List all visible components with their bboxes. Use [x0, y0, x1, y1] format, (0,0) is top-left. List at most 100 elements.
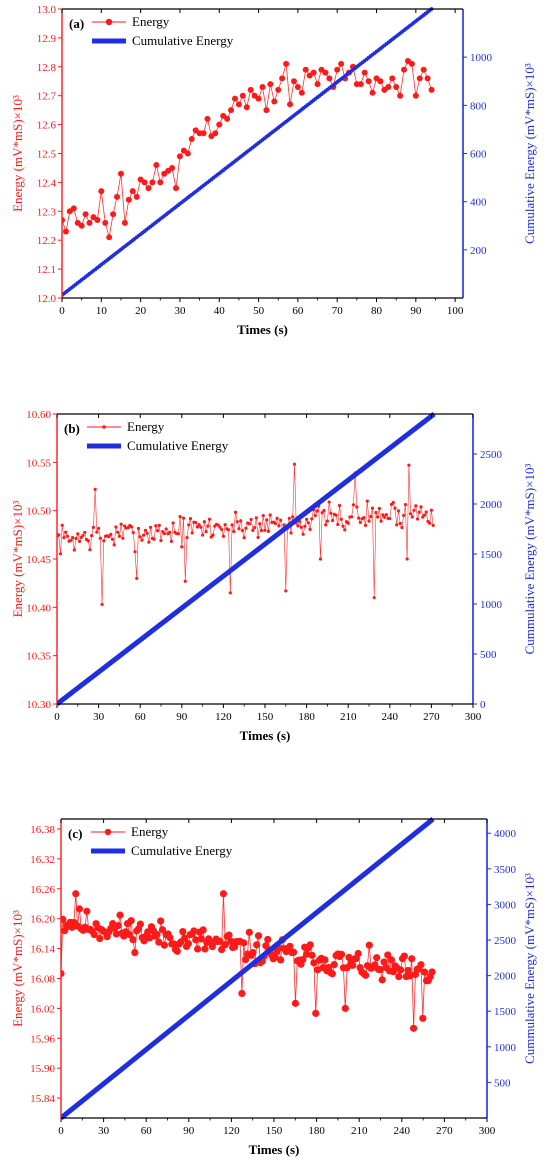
energy-point — [77, 539, 82, 543]
energy-point — [75, 905, 84, 913]
energy-point — [296, 524, 300, 528]
energy-point — [331, 518, 335, 523]
energy-point — [155, 938, 163, 946]
legend: Energy Cumulative Energy — [92, 14, 234, 48]
x-tick-label: 210 — [351, 1125, 368, 1137]
energy-point — [184, 939, 192, 948]
energy-point — [194, 520, 198, 525]
y2-tick-label: 600 — [470, 149, 487, 161]
cumulative-energy-line — [61, 817, 435, 1120]
energy-point — [336, 522, 340, 527]
energy-point — [114, 921, 122, 930]
energy-point — [259, 84, 266, 91]
energy-point — [61, 915, 67, 923]
energy-point — [275, 516, 279, 520]
energy-point — [341, 524, 345, 528]
energy-point — [201, 945, 209, 953]
energy-point — [185, 536, 189, 540]
x-tick-label: 80 — [371, 305, 383, 317]
energy-point — [393, 84, 400, 91]
energy-point — [277, 524, 281, 528]
energy-point — [112, 543, 116, 547]
energy-point — [350, 515, 354, 519]
energy-point — [239, 92, 246, 99]
energy-point — [361, 971, 370, 979]
energy-point — [129, 188, 136, 195]
energy-point — [192, 936, 200, 944]
energy-point — [83, 907, 91, 915]
energy-point — [279, 75, 286, 82]
energy-point — [142, 533, 146, 537]
energy-point — [343, 528, 347, 532]
energy-line — [57, 464, 434, 605]
energy-point — [255, 95, 262, 102]
x-tick-label: 30 — [174, 305, 186, 317]
energy-point — [254, 516, 258, 520]
energy-point — [204, 115, 211, 122]
chart-panel-2: 0 30 60 90 120 150 180 210 240 270 300 10.30 10.35 10… — [10, 409, 537, 743]
energy-point — [320, 511, 324, 515]
energy-point — [428, 968, 436, 976]
energy-point — [233, 510, 238, 514]
energy-point — [398, 521, 402, 526]
energy-point — [400, 525, 404, 530]
y-tick-label: 12.9 — [37, 33, 57, 45]
y-tick-label: 12.3 — [37, 206, 57, 218]
energy-point — [221, 534, 225, 538]
energy-point — [90, 534, 94, 538]
y-tick-label: 12.6 — [37, 120, 57, 132]
y-tick-label: 10.45 — [26, 554, 51, 566]
energy-point — [188, 136, 195, 143]
energy-point — [273, 521, 277, 526]
energy-point — [263, 528, 267, 532]
energy-point — [289, 948, 298, 956]
energy-line — [62, 60, 432, 238]
energy-markers — [57, 462, 435, 607]
energy-point — [164, 527, 168, 531]
energy-point — [282, 523, 286, 527]
energy-point — [200, 130, 207, 137]
energy-point — [265, 518, 269, 522]
energy-point — [313, 514, 317, 518]
energy-point — [326, 75, 333, 82]
y2-tick-label: 3500 — [494, 864, 517, 876]
energy-point — [405, 557, 409, 561]
energy-point — [376, 965, 384, 974]
energy-point — [396, 509, 401, 513]
energy-point — [363, 523, 368, 527]
energy-point — [223, 523, 227, 527]
energy-point — [224, 115, 231, 122]
energy-point — [190, 927, 198, 935]
y2-tick-label: 2000 — [494, 971, 517, 983]
energy-point — [424, 510, 428, 514]
energy-point — [173, 947, 181, 955]
x-tick-label: 30 — [93, 711, 105, 723]
energy-point — [404, 966, 412, 975]
x-tick-label: 270 — [423, 711, 440, 723]
panel-label: (c) — [68, 826, 82, 841]
y-tick-label: 16.14 — [30, 944, 55, 956]
energy-point — [325, 519, 329, 523]
energy-point — [271, 953, 279, 961]
energy-point — [216, 937, 224, 945]
energy-point — [83, 530, 87, 535]
energy-point — [397, 966, 405, 974]
energy-point — [194, 945, 202, 953]
energy-point — [107, 535, 111, 539]
energy-point — [400, 952, 408, 960]
energy-point — [244, 526, 248, 530]
energy-point — [284, 589, 288, 593]
energy-point — [231, 95, 238, 102]
y2-axis-title: Cumulative Energy (mV*mS)×10³ — [522, 63, 537, 244]
energy-point — [100, 602, 104, 607]
energy-point — [96, 934, 104, 943]
energy-point — [254, 932, 263, 940]
y-tick-label: 12.7 — [37, 91, 57, 103]
energy-point — [289, 531, 293, 535]
energy-point — [388, 516, 392, 521]
legend: Energy Cumulative Energy — [87, 419, 229, 453]
y2-tick-label: 500 — [480, 649, 497, 661]
energy-point — [169, 164, 176, 171]
x-tick-label: 90 — [183, 1125, 195, 1137]
energy-point — [184, 150, 191, 157]
